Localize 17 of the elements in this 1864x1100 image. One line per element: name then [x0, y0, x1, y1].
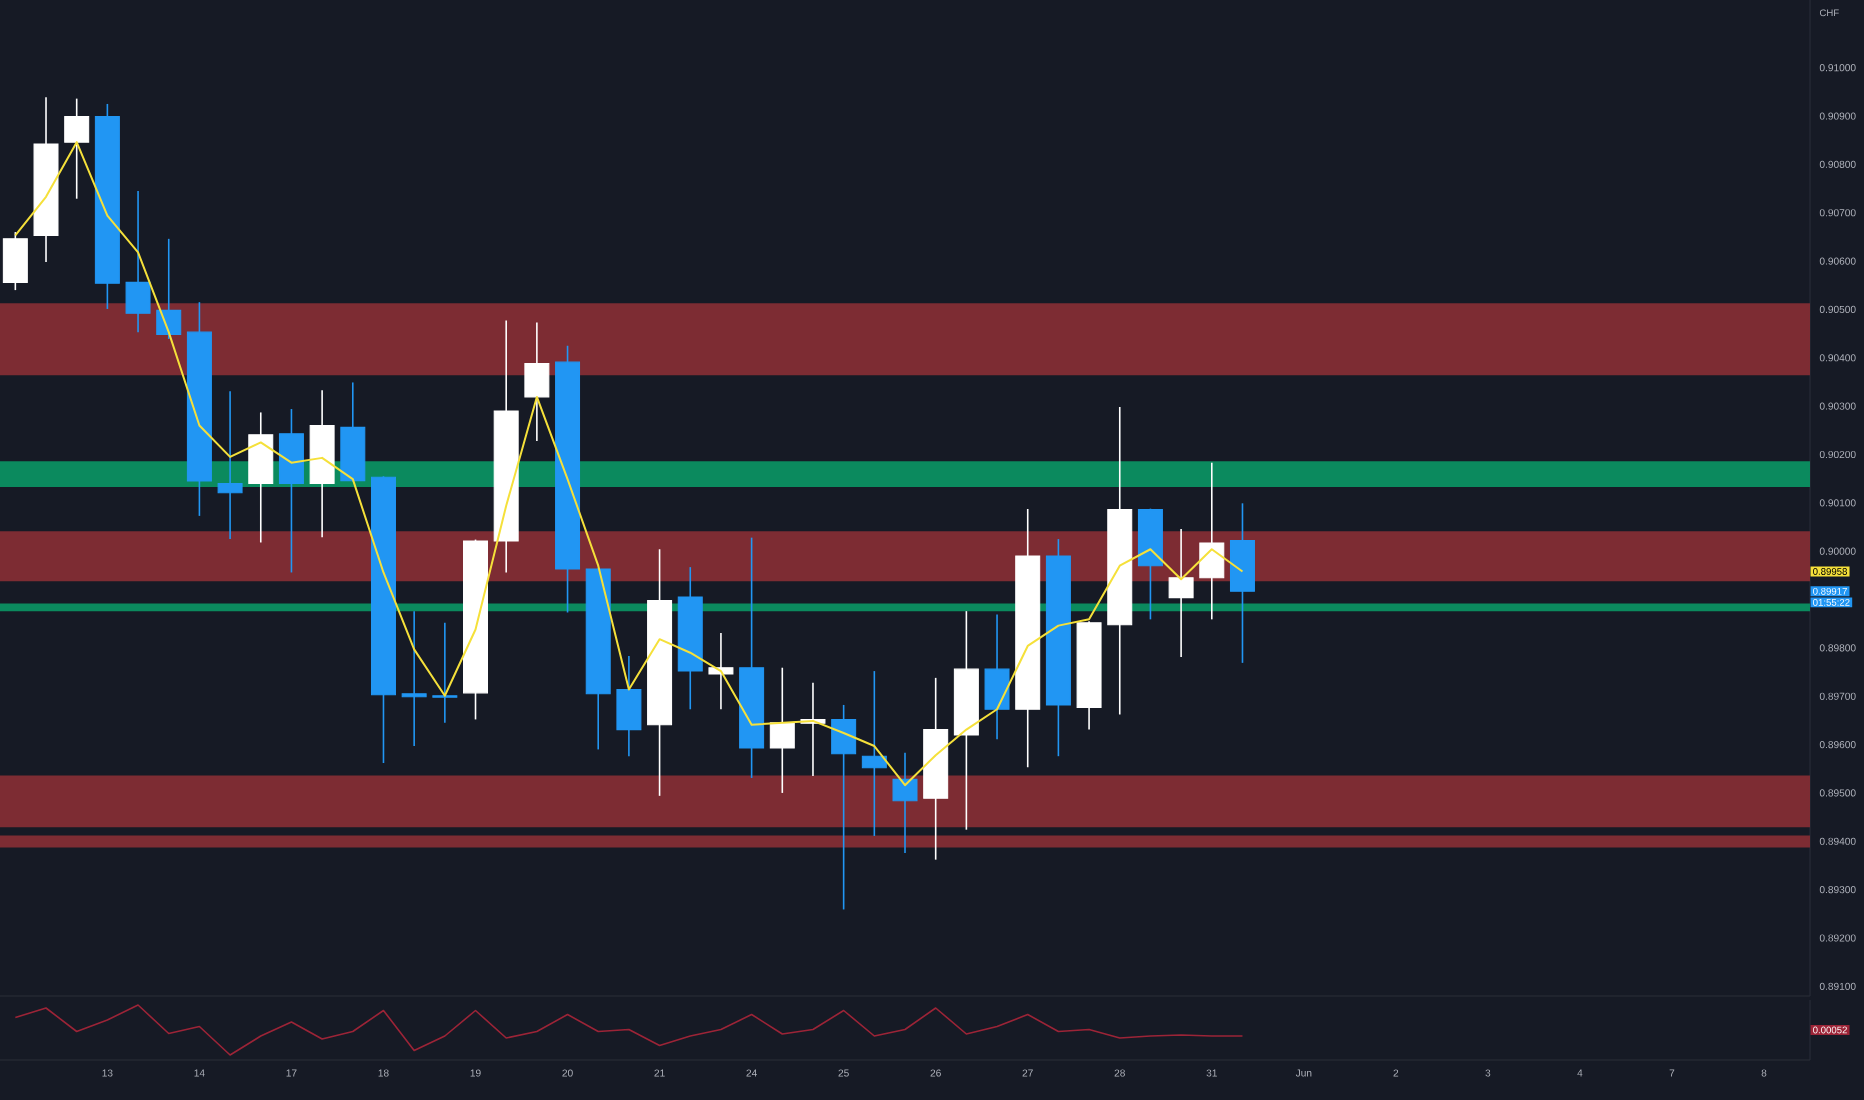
- candlestick: [708, 632, 734, 711]
- candlestick: [831, 704, 857, 911]
- candlestick: [432, 621, 458, 724]
- candlestick: [217, 390, 243, 540]
- candlestick: [156, 238, 182, 340]
- candlestick: [769, 666, 795, 794]
- candlestick: [1168, 528, 1194, 658]
- candlestick: [1199, 461, 1225, 621]
- candlestick: [892, 752, 918, 854]
- candlestick: [401, 610, 427, 747]
- candlestick: [861, 670, 887, 837]
- candlestick: [64, 97, 90, 200]
- candlestick: [616, 655, 642, 757]
- candlestick: [984, 613, 1010, 741]
- candlestick: [524, 321, 550, 442]
- candlestick: [125, 190, 151, 333]
- candlestick: [2, 231, 28, 291]
